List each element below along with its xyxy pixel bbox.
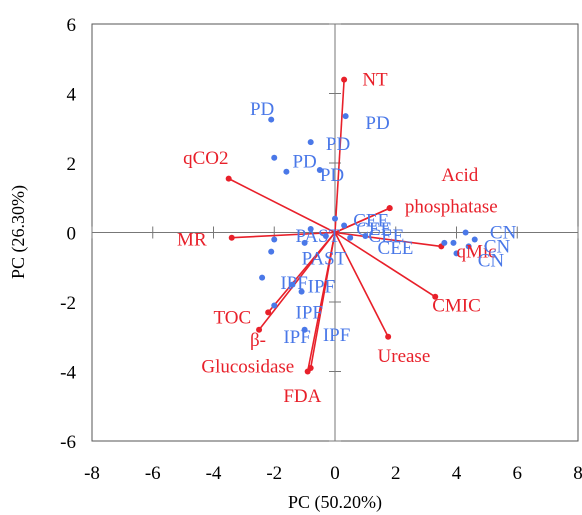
point-label: CN (490, 223, 517, 244)
score-point (441, 239, 448, 246)
x-tick-label: -2 (266, 463, 282, 484)
score-point (283, 168, 290, 175)
loading-vector (309, 232, 336, 369)
y-axis-title: PC (26.30%) (8, 185, 29, 279)
point-label: CN (478, 250, 505, 271)
y-tick-label: 4 (67, 85, 77, 106)
point-label: IPF (296, 302, 323, 323)
score-point (332, 215, 338, 222)
loading-vector-tip (385, 333, 392, 340)
point-label: PD (326, 134, 350, 155)
point-label: CN (484, 236, 511, 257)
y-tick-label: -2 (60, 293, 76, 314)
point-label: PAST (302, 249, 347, 270)
point-label: CEE (353, 210, 389, 231)
loading-vector (334, 231, 442, 248)
point-label: PD (292, 151, 316, 172)
y-tick-label: -4 (60, 363, 76, 384)
score-point (347, 234, 354, 241)
loading-vector-tip (341, 76, 348, 83)
score-point (301, 239, 308, 246)
score-point (342, 113, 349, 120)
vector-label: CMIC (432, 295, 481, 316)
vector-label: NT (362, 70, 388, 91)
point-label: CEE (378, 238, 414, 259)
loading-vector-tip (432, 293, 439, 300)
vector-label: MR (177, 229, 207, 250)
score-point (462, 229, 469, 236)
point-label: IPF (283, 327, 310, 348)
score-point (271, 154, 278, 161)
loading-vector (258, 232, 336, 331)
vector-label: Glucosidase (201, 356, 294, 377)
point-label: IPF (280, 273, 307, 294)
x-axis-title: PC (50.20%) (288, 492, 382, 513)
y-tick-label: -6 (60, 432, 76, 453)
loading-vector (231, 231, 336, 239)
x-tick-label: -8 (84, 463, 100, 484)
loading-vector-tip (386, 205, 393, 212)
vector-label: phosphatase (405, 196, 498, 217)
score-point (268, 248, 275, 255)
loading-vector-tip (228, 234, 235, 241)
score-point (298, 288, 305, 295)
vector-label: β- (250, 330, 266, 351)
point-label: CEE (368, 226, 404, 247)
score-point (268, 116, 275, 123)
vector-label: qMic (457, 242, 497, 263)
vector-label: TOC (214, 308, 252, 329)
point-label: CEE (356, 219, 392, 240)
y-tick-label: 0 (67, 224, 77, 245)
vector-label: Acid (441, 165, 478, 186)
score-point (307, 226, 314, 233)
score-point (307, 139, 314, 146)
x-tick-label: 8 (573, 463, 582, 484)
score-point (271, 236, 278, 243)
loading-vector-tip (225, 175, 232, 182)
score-point (453, 250, 460, 257)
loading-vector-tip (256, 326, 263, 333)
y-tick-label: 2 (67, 154, 77, 175)
loading-vector-tip (265, 309, 272, 316)
score-point (322, 232, 329, 239)
x-tick-label: 2 (391, 463, 401, 484)
x-tick-label: 0 (330, 463, 340, 484)
score-point (301, 326, 308, 333)
loading-vector (334, 232, 389, 338)
loading-vector (334, 231, 436, 298)
score-point (450, 239, 457, 246)
score-point (316, 166, 323, 173)
score-point (362, 232, 369, 239)
vector-label: qCO2 (183, 148, 228, 169)
score-point (471, 236, 478, 243)
score-points (259, 113, 478, 333)
vector-label: Urease (378, 346, 431, 367)
vector-label: FDA (283, 386, 321, 407)
x-tick-label: 6 (513, 463, 523, 484)
score-point (259, 274, 266, 281)
score-point (465, 243, 472, 250)
point-label: PD (320, 165, 344, 186)
loading-vector-tip (307, 365, 314, 372)
tick-labels: -8 -6 -4 -2 0 2 4 6 8 -6 -4 -2 0 2 4 6 (60, 15, 582, 484)
x-tick-label: 4 (452, 463, 462, 484)
score-point (271, 302, 278, 309)
x-tick-label: -6 (145, 463, 161, 484)
score-point (341, 222, 348, 229)
y-tick-label: 6 (67, 15, 77, 36)
x-tick-label: -4 (206, 463, 222, 484)
point-label: IPF (308, 276, 335, 297)
point-label: IPF (323, 325, 350, 346)
loading-vectors (225, 76, 445, 375)
point-label: PAST (296, 226, 341, 247)
point-label: PD (250, 99, 274, 120)
loading-vector (228, 177, 336, 234)
point-label: PD (365, 113, 389, 134)
score-point (289, 281, 296, 288)
loading-vector (334, 79, 345, 233)
